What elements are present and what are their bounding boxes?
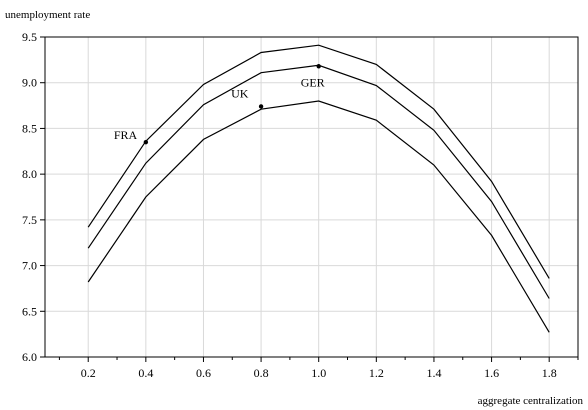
series-line-3	[87, 100, 550, 333]
x-tick-label: 1.6	[484, 366, 499, 380]
x-tick-label: 0.2	[81, 366, 96, 380]
y-tick-label: 9.0	[22, 76, 37, 90]
x-axis-ticks: 0.2 0.4 0.6 0.8 1.0 1.2 1.4 1.6 1.8	[58, 357, 579, 380]
x-tick-label: 1.8	[542, 366, 557, 380]
annotation-label-fra: FRA	[114, 128, 138, 142]
annotations: FRA UK GER	[114, 64, 325, 145]
annotation-point-uk	[258, 104, 264, 109]
y-tick-label: 7.0	[22, 259, 37, 273]
x-tick-label: 1.2	[369, 366, 384, 380]
y-tick-label: 8.5	[22, 121, 37, 135]
y-axis-label: unemployment rate	[5, 9, 90, 21]
annotation-label-uk: UK	[231, 86, 249, 100]
y-tick-label: 6.0	[22, 350, 37, 364]
x-axis-label: aggregate centralization	[478, 395, 584, 407]
annotation-point-fra	[143, 139, 149, 145]
y-tick-label: 8.0	[22, 167, 37, 181]
x-tick-label: 0.8	[254, 366, 269, 380]
annotation-point-ger	[316, 64, 321, 69]
x-tick-label: 1.4	[426, 366, 441, 380]
series-line-1	[87, 44, 550, 279]
annotation-label-ger: GER	[301, 75, 325, 89]
x-tick-label: 0.6	[196, 366, 211, 380]
x-tick-label: 1.0	[311, 366, 326, 380]
x-tick-label: 0.4	[138, 366, 153, 380]
y-tick-label: 7.5	[22, 213, 37, 227]
plot-frame	[44, 36, 579, 358]
y-tick-label: 9.5	[22, 30, 37, 44]
y-axis-ticks: 6.0 6.5 7.0 7.5 8.0 8.5 9.0 9.5	[22, 30, 45, 364]
y-tick-label: 6.5	[22, 304, 37, 318]
